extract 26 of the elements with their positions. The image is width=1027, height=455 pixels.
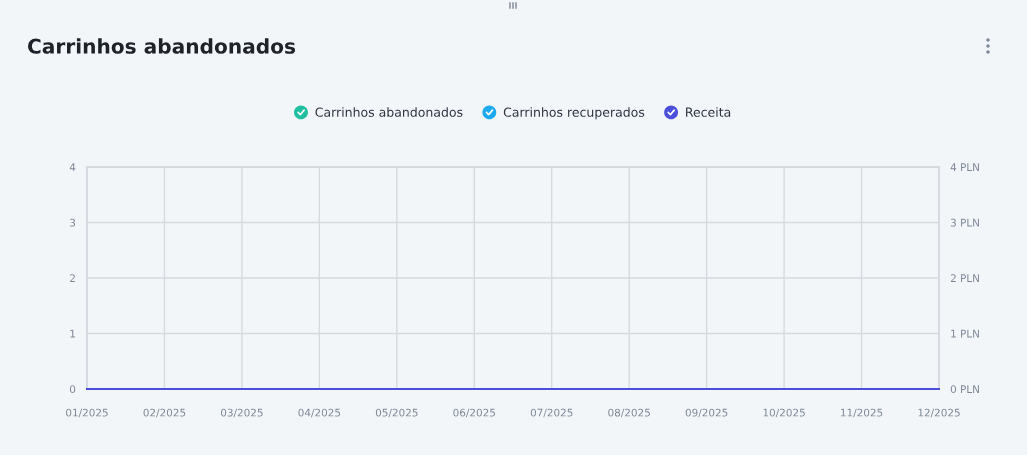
y2-tick-label: 0 PLN <box>950 385 979 394</box>
x-tick-label: 05/2025 <box>375 408 418 418</box>
y-tick-label: 4 <box>69 163 76 171</box>
y2-tick-label: 3 PLN <box>950 218 979 227</box>
x-tick-label: 09/2025 <box>685 408 728 418</box>
x-tick-label: 06/2025 <box>453 408 495 418</box>
y-tick-label: 1 <box>70 329 75 338</box>
x-tick-label: 12/2025 <box>918 408 960 418</box>
y2-tick-label: 4 PLN <box>950 163 979 171</box>
y-tick-label: 3 <box>70 218 76 227</box>
legend-label: Carrinhos abandonados <box>315 107 463 117</box>
legend-label: Receita <box>686 107 731 117</box>
y-tick-label: 2 <box>70 274 75 282</box>
x-tick-label: 10/2025 <box>763 408 805 418</box>
y-tick-label: 0 <box>69 385 76 394</box>
y2-tick-label: 2 PLN <box>950 274 979 282</box>
x-tick-label: 02/2025 <box>143 408 186 418</box>
x-tick-label: 07/2025 <box>530 408 573 418</box>
y2-tick-label: 1 PLN <box>951 329 979 338</box>
legend-label: Carrinhos recuperados <box>503 107 645 120</box>
x-tick-label: 11/2025 <box>841 408 883 418</box>
x-tick-label: 01/2025 <box>66 408 108 418</box>
x-tick-label: 04/2025 <box>298 408 341 418</box>
chart-title: Carrinhos abandonados <box>28 38 296 54</box>
x-tick-label: 03/2025 <box>220 408 263 418</box>
x-tick-label: 08/2025 <box>608 408 650 418</box>
